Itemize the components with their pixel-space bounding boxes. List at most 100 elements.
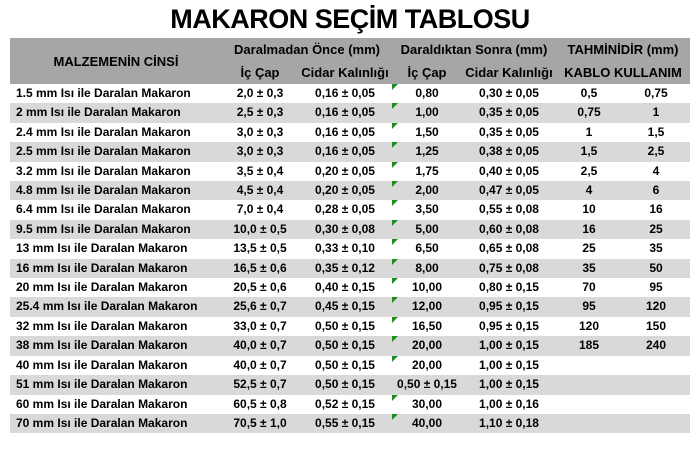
cell-wall-thickness-after: 0,75 ± 0,08: [462, 258, 556, 279]
cell-value: 0,28 ± 0,05: [315, 202, 375, 217]
cell-value: 0,33 ± 0,10: [315, 241, 375, 256]
cell-value: 6: [652, 183, 660, 198]
cell-cable-min: 95: [556, 297, 622, 317]
cell-material: 2.5 mm Isı ile Daralan Makaron: [10, 142, 222, 162]
cell-cable-max: 1: [622, 103, 691, 123]
cell-value: 2,00: [415, 183, 439, 198]
cell-value: 25: [649, 221, 663, 236]
cell-value: 1,50: [415, 124, 439, 139]
cell-value: 0,52 ± 0,15: [315, 396, 375, 411]
cell-value: 16,50: [411, 318, 443, 333]
header-group-row: MALZEMENİN CİNSİ Daralmadan Önce (mm) Da…: [10, 38, 691, 84]
table-row: 2 mm Isı ile Daralan Makaron 2,5 ± 0,3 0,1…: [10, 103, 691, 123]
table-body: 1.5 mm Isı ile Daralan Makaron 2,0 ± 0,3 0…: [10, 84, 691, 434]
cell-inner-diameter-after: 1,00: [392, 103, 462, 123]
cell-inner-diameter-before: 4,5 ± 0,4: [222, 181, 298, 201]
table-row: 2.5 mm Isı ile Daralan Makaron 3,0 ± 0,3 0…: [10, 142, 691, 162]
table-row: 6.4 mm Isı ile Daralan Makaron 7,0 ± 0,4 0…: [10, 200, 690, 219]
cell-inner-diameter-before: 16,5 ± 0,6: [222, 258, 298, 279]
cell-cable-min: 2,5: [556, 162, 622, 181]
cell-inner-diameter-before: 60,5 ± 0,8: [222, 395, 298, 414]
col-header-material: MALZEMENİN CİNSİ: [10, 38, 222, 84]
table-row: 32 mm Isı ile Daralan Makaron 33,0 ± 0,7 0…: [10, 316, 690, 336]
cell-value: 0,75 ± 0,08: [479, 260, 539, 275]
cell-value: 2.4 mm Isı ile Daralan Makaron: [16, 124, 191, 139]
green-triangle-icon: [392, 258, 398, 265]
cell-value: 40,0 ± 0,7: [233, 357, 287, 372]
cell-value: 0,35 ± 0,05: [479, 124, 539, 139]
cell-value: 9.5 mm Isı ile Daralan Makaron: [16, 221, 191, 236]
table-row: 70 mm Isı ile Daralan Makaron 70,5 ± 1,0 0…: [10, 413, 691, 434]
cell-value: 1,00 ± 0,16: [479, 396, 539, 411]
cell-value: 0,75: [577, 105, 601, 120]
cell-cable-min: 185: [556, 336, 622, 356]
cell-cable-min: 16: [556, 219, 622, 240]
cell-inner-diameter-before: 2,0 ± 0,3: [222, 84, 298, 103]
cell-cable-max: 95: [622, 278, 690, 297]
table-row: 51 mm Isı ile Daralan Makaron 52,5 ± 0,7 0…: [10, 375, 691, 395]
col-group-estimate: TAHMİNİDİR (mm): [556, 38, 691, 61]
cell-cable-max: 4: [622, 162, 690, 181]
cell-value: 1,00 ± 0,15: [479, 338, 539, 353]
col-header-cable-usage: KABLO KULLANIM: [556, 61, 691, 84]
cell-value: 0,50 ± 0,15: [397, 377, 457, 392]
cell-cable-min: [556, 395, 622, 414]
green-triangle-icon: [392, 122, 398, 129]
cell-value: 0,16 ± 0,05: [315, 86, 375, 100]
cell-wall-thickness-before: 0,50 ± 0,15: [298, 336, 392, 356]
cell-value: 2,0 ± 0,3: [236, 86, 284, 100]
cell-value: 16,5 ± 0,6: [233, 260, 287, 275]
cell-wall-thickness-after: 1,00 ± 0,15: [462, 375, 556, 395]
cell-value: 13,5 ± 0,5: [233, 241, 287, 256]
cell-material: 40 mm Isı ile Daralan Makaron: [10, 356, 222, 375]
cell-wall-thickness-before: 0,40 ± 0,15: [298, 278, 392, 297]
cell-cable-max: 150: [622, 317, 690, 336]
cell-value: 0,20 ± 0,05: [315, 183, 375, 198]
cell-cable-max: [622, 413, 691, 434]
cell-inner-diameter-after: 1,25: [392, 142, 462, 162]
cell-value: 25,6 ± 0,7: [233, 299, 287, 314]
table-row: 40 mm Isı ile Daralan Makaron 40,0 ± 0,7 0…: [10, 355, 690, 375]
cell-value: 38 mm Isı ile Daralan Makaron: [16, 338, 188, 353]
cell-value: 4.8 mm Isı ile Daralan Makaron: [16, 183, 191, 198]
cell-value: 0,16 ± 0,05: [315, 144, 375, 159]
cell-inner-diameter-after: 8,00: [392, 258, 462, 279]
cell-wall-thickness-after: 0,38 ± 0,05: [462, 142, 556, 162]
cell-wall-thickness-after: 0,35 ± 0,05: [462, 123, 556, 142]
cell-value: 1,5: [580, 144, 598, 159]
page-title: MAKARON SEÇİM TABLOSU: [170, 4, 530, 34]
cell-value: 0,45 ± 0,15: [315, 299, 375, 314]
cell-value: 33,0 ± 0,7: [233, 318, 287, 333]
cell-value: 40,0 ± 0,7: [233, 338, 287, 353]
table-row: 13 mm Isı ile Daralan Makaron 13,5 ± 0,5 0…: [10, 239, 690, 258]
cell-value: 70: [582, 280, 596, 295]
cell-wall-thickness-after: 0,95 ± 0,15: [462, 297, 556, 317]
cell-cable-min: 1: [556, 123, 622, 142]
cell-material: 38 mm Isı ile Daralan Makaron: [10, 336, 222, 356]
cell-inner-diameter-after: 2,00: [392, 181, 462, 201]
green-triangle-icon: [392, 200, 398, 207]
cell-value: 0,60 ± 0,08: [479, 221, 539, 236]
cell-value: 240: [645, 338, 667, 353]
table-row: 4.8 mm Isı ile Daralan Makaron 4,5 ± 0,4 0…: [10, 181, 691, 201]
cell-material: 2 mm Isı ile Daralan Makaron: [10, 103, 222, 123]
cell-cable-min: 1,5: [556, 142, 622, 162]
cell-material: 70 mm Isı ile Daralan Makaron: [10, 413, 222, 434]
table-row: 25.4 mm Isı ile Daralan Makaron 25,6 ± 0,…: [10, 297, 691, 317]
cell-value: 0,20 ± 0,05: [315, 163, 375, 178]
green-triangle-icon: [392, 161, 398, 168]
table-row: 1.5 mm Isı ile Daralan Makaron 2,0 ± 0,3 0…: [10, 84, 690, 103]
cell-inner-diameter-after: 40,00: [392, 413, 462, 434]
cell-value: 3,5 ± 0,4: [236, 163, 284, 178]
green-triangle-icon: [392, 142, 398, 149]
cell-wall-thickness-before: 0,16 ± 0,05: [298, 103, 392, 123]
cell-value: 20,00: [411, 338, 443, 353]
cell-wall-thickness-before: 0,50 ± 0,15: [298, 317, 392, 336]
cell-inner-diameter-after: 0,50 ± 0,15: [392, 375, 462, 395]
cell-cable-max: 25: [622, 219, 691, 240]
cell-wall-thickness-before: 0,20 ± 0,05: [298, 162, 392, 181]
cell-value: 95: [582, 299, 596, 314]
cell-value: 35: [649, 241, 663, 256]
cell-wall-thickness-after: 0,35 ± 0,05: [462, 103, 556, 123]
cell-cable-max: 120: [622, 297, 691, 317]
